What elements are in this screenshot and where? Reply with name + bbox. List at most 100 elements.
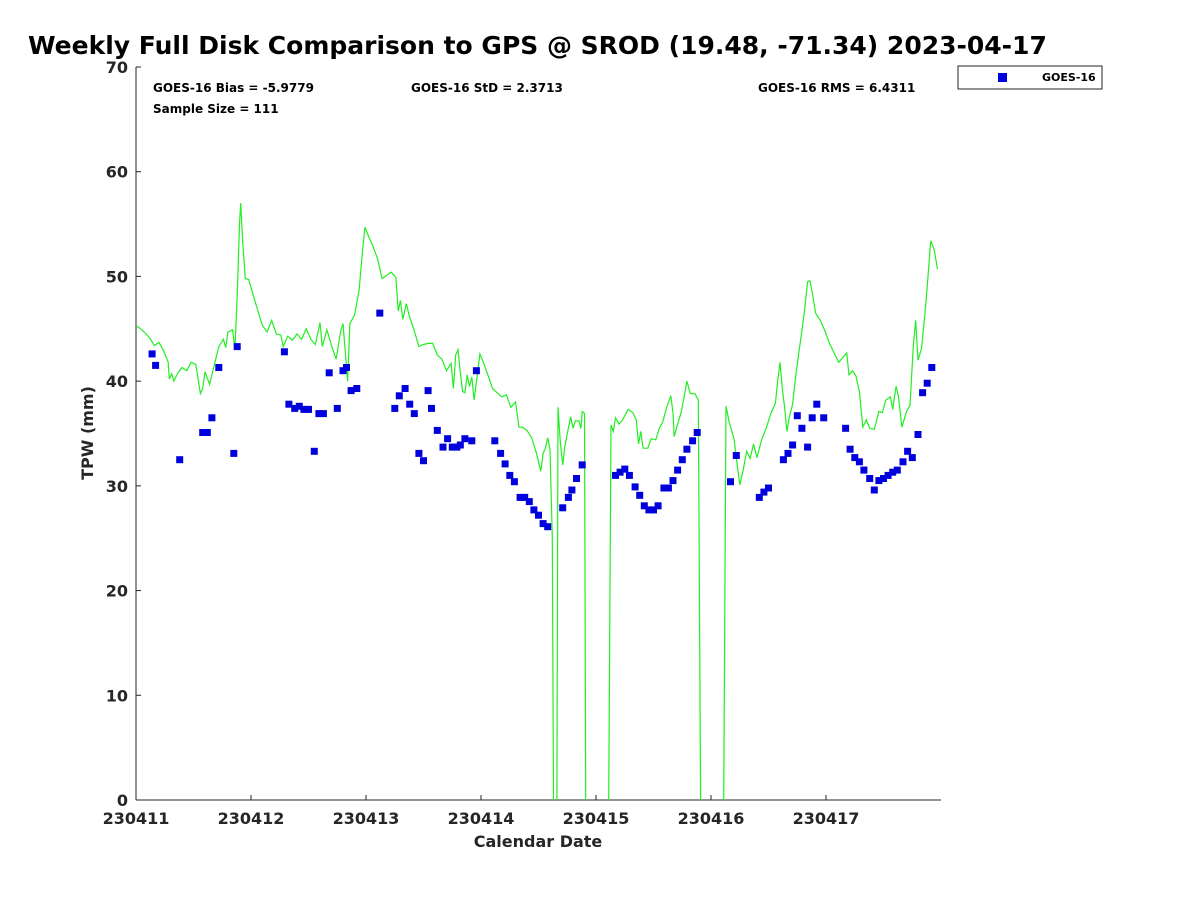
goes16-point: [793, 412, 801, 420]
gps-line-segment: [135, 203, 555, 801]
y-tick-label: 50: [106, 267, 128, 286]
goes16-point: [674, 466, 682, 474]
goes16-point: [472, 367, 480, 375]
goes16-point: [808, 414, 816, 422]
bias-stat: GOES-16 Bias = -5.9779: [153, 81, 314, 95]
goes16-point: [908, 454, 916, 462]
goes16-point: [631, 483, 639, 491]
goes16-point: [347, 387, 355, 395]
goes16-point: [176, 456, 184, 464]
goes16-point: [884, 471, 892, 479]
goes16-point: [535, 511, 542, 519]
x-tick-label: 230413: [333, 809, 400, 828]
x-tick-label: 230412: [218, 809, 285, 828]
gps-line-segment: [608, 380, 702, 801]
goes16-point: [510, 478, 518, 486]
goes16-point: [914, 431, 922, 438]
goes16-point: [919, 389, 927, 397]
goes16-point: [664, 484, 672, 492]
goes16-point: [612, 471, 619, 479]
goes16-point: [406, 400, 414, 408]
goes16-point: [310, 447, 318, 455]
goes16-point: [842, 424, 850, 432]
goes16-point: [846, 445, 854, 453]
goes16-point: [789, 441, 797, 449]
goes16-point: [683, 445, 691, 453]
goes16-point: [203, 429, 211, 436]
goes16-point: [568, 486, 576, 494]
goes16-point: [765, 484, 772, 492]
goes16-point: [732, 452, 740, 459]
goes16-point: [319, 410, 327, 418]
goes16-point: [559, 504, 567, 512]
goes16-point: [300, 405, 308, 413]
goes16-point: [645, 506, 653, 514]
goes16-point: [870, 486, 878, 494]
goes16-point: [813, 400, 821, 408]
goes16-point: [616, 468, 624, 476]
x-ticks: 230411 230412 230413 230414 230415 230416 2304…: [103, 795, 859, 828]
gps-series: [135, 203, 939, 801]
goes16-point: [353, 385, 361, 392]
goes16-point: [564, 493, 572, 501]
goes16-point: [539, 520, 547, 528]
x-tick-label: 230411: [103, 809, 170, 828]
goes16-point: [230, 449, 238, 457]
goes16-point: [497, 449, 505, 457]
goes16-point: [928, 364, 936, 371]
goes16-point: [433, 426, 441, 434]
goes16-point: [573, 475, 580, 482]
std-stat: GOES-16 StD = 2.3713: [411, 81, 563, 95]
goes16-point: [904, 447, 912, 455]
x-axis-label: Calendar Date: [474, 832, 603, 851]
legend-marker: [998, 73, 1007, 82]
goes16-point: [148, 350, 156, 358]
goes16-point: [415, 449, 423, 457]
goes16-point: [295, 402, 303, 410]
rms-stat: GOES-16 RMS = 6.4311: [758, 81, 915, 95]
goes16-point: [410, 410, 418, 418]
legend-label: GOES-16: [1042, 71, 1096, 84]
goes16-point: [660, 484, 668, 492]
goes16-point: [923, 379, 931, 387]
goes16-point: [669, 477, 677, 485]
goes16-point: [654, 502, 662, 510]
goes16-point: [333, 404, 341, 412]
goes16-point: [855, 458, 863, 466]
goes16-point: [491, 437, 499, 445]
goes16-point: [305, 405, 312, 413]
goes16-point: [506, 471, 514, 479]
x-tick-label: 230416: [678, 809, 745, 828]
goes16-point: [395, 392, 403, 400]
goes16-point: [784, 449, 792, 457]
goes16-point: [893, 466, 901, 474]
goes16-point: [820, 414, 828, 422]
y-axis-label: TPW (mm): [78, 386, 97, 480]
goes16-point: [650, 506, 657, 514]
goes16-point: [755, 493, 763, 501]
goes16-point: [640, 502, 648, 510]
goes16-point: [889, 468, 897, 476]
goes16-point: [621, 465, 629, 473]
goes16-point: [798, 424, 806, 432]
goes16-point: [501, 460, 509, 468]
goes16-point: [779, 456, 787, 464]
goes16-point: [804, 443, 812, 451]
goes16-point: [444, 435, 452, 443]
goes16-point: [525, 498, 533, 506]
legend: GOES-16: [957, 65, 1103, 90]
goes16-point: [315, 410, 323, 418]
goes16-point: [285, 400, 293, 408]
y-tick-label: 30: [106, 477, 128, 496]
goes16-point: [860, 466, 868, 474]
goes16-point: [689, 437, 697, 445]
y-tick-label: 10: [106, 686, 128, 705]
goes16-point: [325, 369, 333, 377]
goes16-point: [152, 361, 160, 369]
goes16-point: [428, 404, 435, 412]
goes16-point: [376, 309, 384, 317]
goes16-point: [636, 491, 644, 499]
goes16-point: [760, 488, 768, 496]
goes16-point: [851, 454, 859, 462]
